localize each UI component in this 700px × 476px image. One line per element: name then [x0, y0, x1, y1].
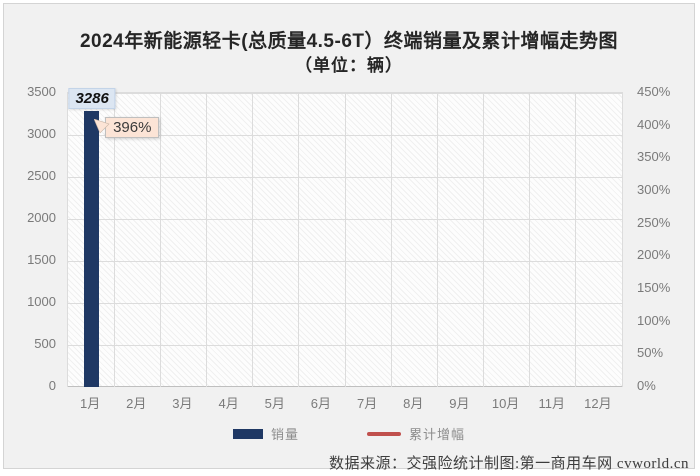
chart-subtitle: （单位：辆） — [295, 56, 403, 75]
bar-swatch-icon — [232, 428, 263, 439]
sales-bar — [83, 110, 99, 387]
grid-line-v — [436, 93, 438, 387]
plot-area: 3286 396% — [67, 87, 623, 387]
grid-line-v — [529, 93, 531, 387]
x-tick-label: 9月 — [449, 396, 470, 411]
left-tick-label: 0 — [48, 378, 56, 393]
left-tick-label: 3000 — [27, 126, 56, 141]
left-tick-label: 1000 — [27, 294, 56, 309]
line-swatch-icon — [367, 431, 401, 436]
grid-line-v — [159, 93, 161, 387]
grid-line-v — [113, 93, 115, 387]
growth-callout-text: 396% — [113, 119, 152, 137]
right-tick-label: 250% — [637, 214, 671, 230]
right-tick-label: 150% — [637, 280, 671, 295]
x-tick-label: 2月 — [126, 396, 147, 411]
x-axis: 1月 2月 3月 4月 5月 6月 7月 8月 9月 10月 11月 12月 — [67, 393, 621, 411]
x-tick-label: 4月 — [218, 396, 239, 411]
x-tick-label: 11月 — [538, 396, 566, 411]
grid-line-v — [298, 93, 300, 387]
x-tick-label: 6月 — [310, 396, 332, 411]
x-tick-label: 1月 — [79, 396, 101, 411]
data-source-note: 数据来源：交强险统计制图:第一商用车网 cvworld.cn — [329, 456, 689, 472]
left-tick-label: 2500 — [27, 168, 56, 183]
bar-value-label: 3286 — [68, 87, 116, 109]
legend-label-growth: 累计增幅 — [409, 427, 466, 442]
grid-line-v — [575, 93, 577, 387]
x-tick-label: 5月 — [264, 396, 285, 411]
right-tick-label: 200% — [637, 247, 671, 263]
chart-frame: 2024年新能源轻卡(总质量4.5-6T）终端销量及累计增幅走势图 （单位：辆）… — [3, 3, 697, 472]
grid-line-v — [206, 93, 207, 387]
chart-title-block: 2024年新能源轻卡(总质量4.5-6T）终端销量及累计增幅走势图 （单位：辆） — [4, 29, 694, 77]
left-tick-label: 3500 — [27, 84, 56, 99]
legend-label-sales: 销量 — [270, 427, 299, 442]
chart-title: 2024年新能源轻卡(总质量4.5-6T）终端销量及累计增幅走势图 — [79, 31, 618, 52]
legend: 销量 累计增幅 — [4, 424, 694, 443]
grid-line-v — [344, 93, 346, 387]
grid-line-v — [483, 93, 484, 387]
left-tick-label: 1500 — [27, 252, 56, 267]
right-tick-label: 450% — [637, 84, 671, 99]
left-tick-label: 500 — [34, 336, 56, 351]
right-axis: 450% 400% 350% 300% 250% 200% 150% 100% 50% 0% — [637, 84, 697, 393]
right-tick-label: 100% — [637, 312, 671, 328]
grid-line-v — [390, 93, 392, 387]
right-tick-label: 0% — [637, 378, 656, 393]
right-tick-label: 300% — [637, 182, 671, 197]
legend-item-growth: 累计增幅 — [367, 424, 465, 443]
x-tick-label: 10月 — [491, 396, 520, 411]
growth-callout: 396% — [94, 117, 160, 139]
x-tick-label: 12月 — [584, 396, 612, 411]
right-tick-label: 400% — [637, 116, 671, 132]
x-tick-label: 8月 — [403, 396, 424, 411]
left-tick-label: 2000 — [27, 210, 56, 225]
x-tick-label: 3月 — [172, 396, 193, 411]
callout-arrow-icon — [94, 119, 110, 134]
left-axis: 3500 3000 2500 2000 1500 1000 500 0 — [4, 84, 56, 393]
x-tick-label: 7月 — [356, 396, 378, 411]
legend-item-sales: 销量 — [232, 424, 299, 443]
right-tick-label: 350% — [637, 149, 671, 165]
right-tick-label: 50% — [637, 345, 664, 361]
grid-line-v — [252, 93, 254, 387]
